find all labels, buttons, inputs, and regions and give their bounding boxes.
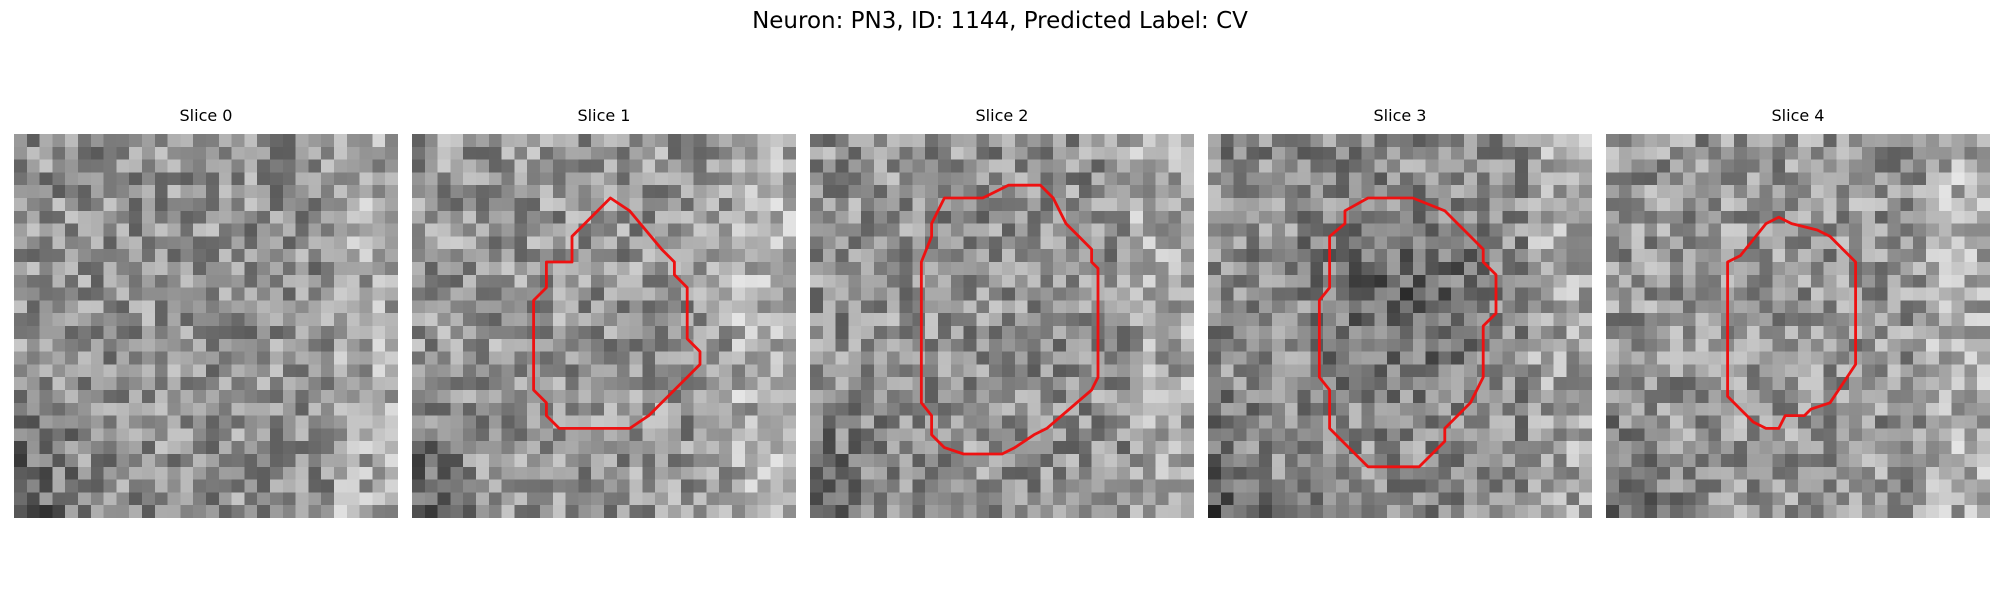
slice-title-1: Slice 1 bbox=[577, 106, 631, 125]
segmentation-contour bbox=[1317, 196, 1498, 469]
segmentation-contour bbox=[532, 196, 702, 430]
slice-image-4 bbox=[1606, 134, 1990, 518]
figure-title: Neuron: PN3, ID: 1144, Predicted Label: … bbox=[752, 8, 1248, 34]
segmentation-contour bbox=[919, 183, 1100, 456]
pixel-grid bbox=[810, 134, 1194, 518]
pixel-grid bbox=[412, 134, 796, 518]
slice-title-4: Slice 4 bbox=[1771, 106, 1825, 125]
slice-image-2 bbox=[810, 134, 1194, 518]
slice-image-0 bbox=[14, 134, 398, 518]
pixel-grid bbox=[1606, 134, 1990, 518]
segmentation-contour bbox=[1726, 215, 1858, 430]
slice-image-1 bbox=[412, 134, 796, 518]
slice-title-2: Slice 2 bbox=[975, 106, 1029, 125]
pixel-grid bbox=[14, 134, 398, 518]
slice-title-3: Slice 3 bbox=[1373, 106, 1427, 125]
pixel-grid bbox=[1208, 134, 1592, 518]
slice-title-0: Slice 0 bbox=[179, 106, 233, 125]
slice-image-3 bbox=[1208, 134, 1592, 518]
